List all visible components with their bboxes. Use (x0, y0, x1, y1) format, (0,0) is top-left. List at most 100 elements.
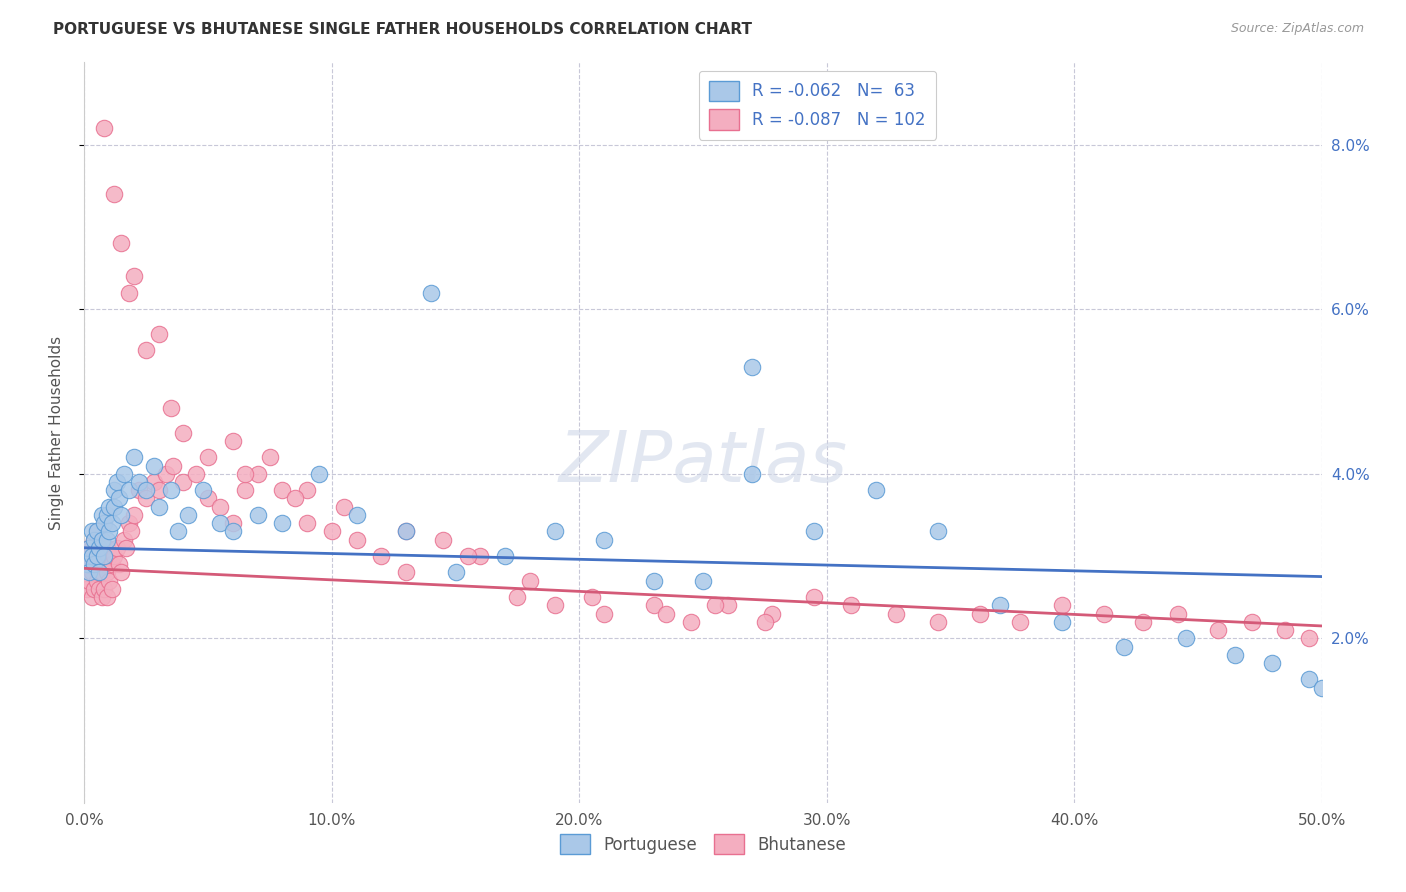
Point (80, 541, 103, 555)
Point (83, 582, 105, 596)
Point (83, 558, 105, 572)
Point (308, 467, 330, 481)
Point (197, 450, 219, 465)
Point (692, 574, 714, 588)
Point (884, 607, 907, 621)
Point (643, 599, 665, 613)
Point (79, 566, 101, 580)
Point (222, 434, 245, 448)
Point (233, 467, 256, 481)
Point (96, 566, 118, 580)
Point (80, 549, 103, 563)
Point (93, 582, 115, 596)
Point (1274, 623, 1296, 637)
Point (581, 590, 603, 604)
Point (346, 508, 368, 522)
Point (1050, 615, 1073, 629)
Point (128, 475, 150, 489)
Point (93, 121, 115, 136)
Point (593, 533, 616, 547)
Point (519, 574, 541, 588)
Point (295, 516, 318, 530)
Point (86, 549, 108, 563)
Point (333, 500, 356, 514)
Point (96, 533, 118, 547)
Point (543, 599, 565, 613)
Point (90, 508, 112, 522)
Point (233, 483, 256, 498)
Point (761, 607, 783, 621)
Point (155, 467, 177, 481)
Point (90, 566, 112, 580)
Point (148, 500, 170, 514)
Point (110, 508, 132, 522)
Point (370, 549, 392, 563)
Point (1167, 607, 1189, 621)
Point (167, 524, 190, 539)
Point (1112, 640, 1135, 654)
Point (184, 467, 207, 481)
Point (1174, 632, 1197, 646)
Point (76, 558, 98, 572)
Point (80, 524, 103, 539)
Point (98, 574, 121, 588)
Point (142, 458, 165, 473)
Point (76, 582, 98, 596)
Point (432, 533, 454, 547)
Point (79, 574, 101, 588)
Point (172, 475, 194, 489)
Point (89, 566, 111, 580)
Point (112, 467, 135, 481)
Point (969, 607, 991, 621)
Point (148, 326, 170, 341)
Point (741, 359, 763, 374)
Text: ZIPatlas: ZIPatlas (558, 428, 848, 497)
Point (103, 187, 125, 202)
Point (93, 549, 115, 563)
Point (222, 516, 245, 530)
Point (395, 524, 418, 539)
Point (655, 607, 678, 621)
Point (148, 483, 170, 498)
Point (135, 483, 157, 498)
Point (110, 566, 132, 580)
Point (100, 582, 122, 596)
Point (1261, 656, 1284, 670)
Point (1092, 607, 1115, 621)
Point (128, 483, 150, 498)
Point (172, 425, 194, 440)
Point (93, 558, 115, 572)
Point (83, 533, 105, 547)
Point (209, 500, 232, 514)
Point (444, 566, 467, 580)
Point (160, 401, 183, 415)
Point (543, 524, 565, 539)
Point (79, 541, 101, 555)
Point (679, 615, 702, 629)
Point (295, 483, 318, 498)
Point (90, 541, 112, 555)
Point (803, 590, 825, 604)
Point (1050, 599, 1073, 613)
Point (122, 269, 145, 284)
Point (110, 236, 132, 251)
Point (98, 524, 121, 539)
Point (643, 574, 665, 588)
Point (86, 574, 108, 588)
Point (96, 541, 118, 555)
Point (191, 483, 214, 498)
Point (209, 516, 232, 530)
Point (162, 458, 184, 473)
Point (79, 541, 101, 555)
Point (122, 450, 145, 465)
Point (105, 541, 128, 555)
Point (120, 524, 142, 539)
Point (89, 582, 111, 596)
Point (346, 533, 368, 547)
Point (118, 516, 141, 530)
Point (103, 500, 125, 514)
Point (89, 541, 111, 555)
Point (470, 549, 492, 563)
Point (419, 285, 441, 300)
Point (80, 590, 103, 604)
